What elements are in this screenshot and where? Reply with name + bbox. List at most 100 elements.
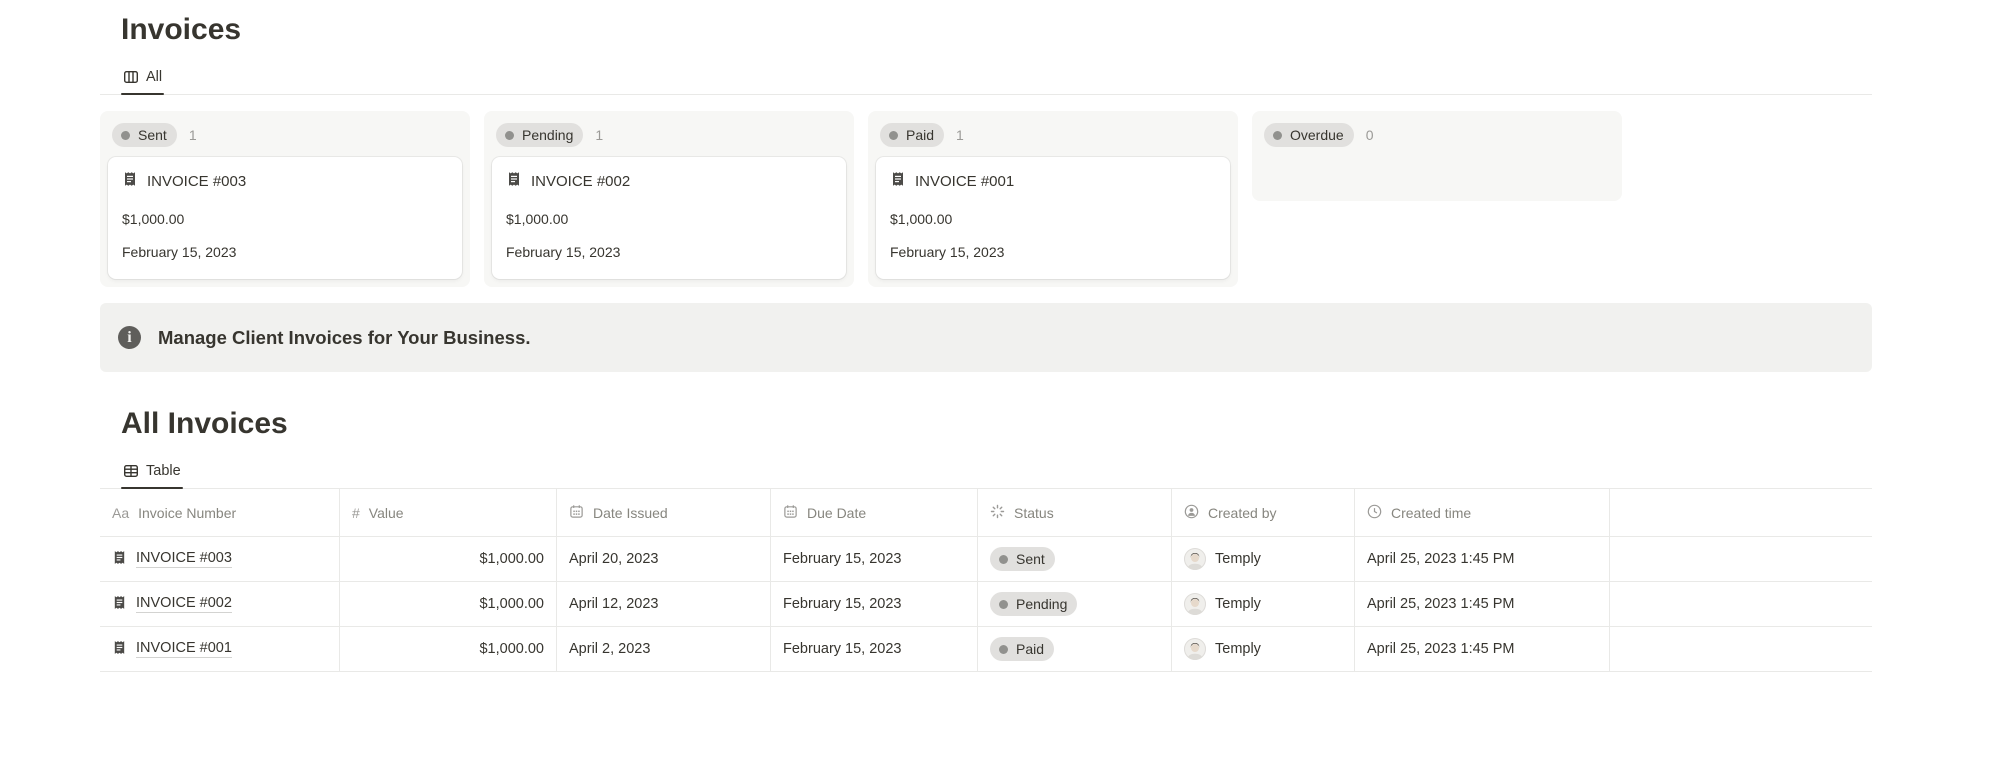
cell-invoice-number[interactable]: INVOICE #002: [100, 582, 340, 627]
avatar: [1184, 638, 1206, 660]
section-title-all-invoices[interactable]: All Invoices: [121, 407, 288, 440]
cell-status[interactable]: Sent: [978, 537, 1172, 582]
cell-empty: [1610, 582, 1872, 627]
column-header-label: Invoice Number: [138, 504, 237, 521]
page-title[interactable]: Invoices: [121, 13, 242, 46]
status-pill-overdue[interactable]: Overdue: [1264, 123, 1354, 147]
status-dot: [999, 554, 1008, 564]
avatar: [1184, 548, 1206, 570]
status-icon: [990, 504, 1005, 522]
status-pill-label: Paid: [906, 127, 935, 143]
status-pill-label: Paid: [1016, 641, 1045, 657]
created-by-name: Temply: [1215, 596, 1261, 612]
status-dot: [505, 130, 514, 140]
card-title: INVOICE #002: [531, 172, 631, 190]
column-header-value[interactable]: # Value: [340, 489, 557, 537]
info-icon[interactable]: i: [118, 326, 141, 349]
status-pill-paid: Paid: [990, 637, 1055, 661]
person-icon: [1184, 504, 1199, 522]
cell-created-time[interactable]: April 25, 2023 1:45 PM: [1355, 582, 1610, 627]
cell-empty: [1610, 627, 1872, 672]
receipt-icon: [506, 171, 522, 191]
page: Invoices All Sent 1: [0, 12, 1999, 672]
number-icon: #: [352, 504, 360, 521]
cell-value[interactable]: $1,000.00: [340, 582, 557, 627]
column-header-label: Value: [368, 504, 404, 521]
status-dot: [121, 130, 130, 140]
receipt-icon: [890, 171, 906, 191]
table-header-row: Aa Invoice Number # Value Date Issued: [100, 489, 1872, 537]
card-title: INVOICE #001: [915, 172, 1015, 190]
cell-created-by[interactable]: Temply: [1172, 627, 1355, 672]
tab-label: Table: [146, 463, 181, 479]
cell-created-time[interactable]: April 25, 2023 1:45 PM: [1355, 537, 1610, 582]
invoice-page-link[interactable]: INVOICE #002: [136, 595, 232, 613]
cell-date-issued[interactable]: April 2, 2023: [557, 627, 771, 672]
column-count: 0: [1365, 127, 1374, 143]
cell-created-time[interactable]: April 25, 2023 1:45 PM: [1355, 627, 1610, 672]
receipt-icon: [112, 640, 127, 659]
column-header-date-issued[interactable]: Date Issued: [557, 489, 771, 537]
text-icon: Aa: [112, 504, 130, 521]
column-header-due-date[interactable]: Due Date: [771, 489, 978, 537]
column-header-label: Date Issued: [593, 504, 668, 521]
status-pill-paid[interactable]: Paid: [880, 123, 945, 147]
column-header-empty: [1610, 489, 1872, 537]
column-header-label: Created time: [1391, 504, 1472, 521]
card-due-date: February 15, 2023: [890, 244, 1005, 260]
table-row: INVOICE #001 $1,000.00 April 2, 2023 Feb…: [100, 627, 1872, 672]
cell-date-issued[interactable]: April 12, 2023: [557, 582, 771, 627]
status-pill-label: Sent: [138, 127, 167, 143]
card-due-date: February 15, 2023: [506, 244, 621, 260]
created-by-name: Temply: [1215, 641, 1261, 657]
cell-created-by[interactable]: Temply: [1172, 582, 1355, 627]
avatar: [1184, 593, 1206, 615]
cell-created-by[interactable]: Temply: [1172, 537, 1355, 582]
invoice-card[interactable]: INVOICE #002 $1,000.00 February 15, 2023: [492, 157, 846, 279]
column-header-status[interactable]: Status: [978, 489, 1172, 537]
column-header-label: Due Date: [807, 504, 867, 521]
table-row: INVOICE #003 $1,000.00 April 20, 2023 Fe…: [100, 537, 1872, 582]
cell-date-issued[interactable]: April 20, 2023: [557, 537, 771, 582]
calendar-icon: [569, 504, 584, 522]
tab-all-board-view[interactable]: All: [121, 66, 165, 95]
status-pill-pending[interactable]: Pending: [496, 123, 584, 147]
column-header-invoice-number[interactable]: Aa Invoice Number: [100, 489, 340, 537]
cell-empty: [1610, 537, 1872, 582]
column-header-created-time[interactable]: Created time: [1355, 489, 1610, 537]
cell-status[interactable]: Paid: [978, 627, 1172, 672]
callout-text[interactable]: Manage Client Invoices for Your Business…: [158, 326, 531, 348]
invoice-card[interactable]: INVOICE #001 $1,000.00 February 15, 2023: [876, 157, 1230, 279]
board-column-header: Overdue 0: [1260, 119, 1614, 157]
cell-invoice-number[interactable]: INVOICE #001: [100, 627, 340, 672]
table-view-tabbar: Table: [100, 460, 1872, 489]
column-count: 1: [595, 127, 604, 143]
card-due-date: February 15, 2023: [122, 244, 237, 260]
table-icon: [123, 463, 139, 479]
invoice-page-link[interactable]: INVOICE #001: [136, 640, 232, 658]
board-view-tabbar: All: [100, 66, 1872, 95]
status-pill-sent[interactable]: Sent: [112, 123, 177, 147]
status-dot: [999, 644, 1008, 654]
cell-status[interactable]: Pending: [978, 582, 1172, 627]
column-header-created-by[interactable]: Created by: [1172, 489, 1355, 537]
invoice-card[interactable]: INVOICE #003 $1,000.00 February 15, 2023: [108, 157, 462, 279]
card-title: INVOICE #003: [147, 172, 247, 190]
tab-table-view[interactable]: Table: [121, 460, 183, 489]
receipt-icon: [112, 550, 127, 569]
cell-due-date[interactable]: February 15, 2023: [771, 582, 978, 627]
column-header-label: Status: [1014, 504, 1054, 521]
board-column-header: Paid 1: [876, 119, 1230, 157]
cell-due-date[interactable]: February 15, 2023: [771, 537, 978, 582]
cell-value[interactable]: $1,000.00: [340, 537, 557, 582]
board-column-header: Pending 1: [492, 119, 846, 157]
board-icon: [123, 69, 139, 85]
column-count: 1: [956, 127, 964, 143]
status-dot: [999, 599, 1008, 609]
cell-due-date[interactable]: February 15, 2023: [771, 627, 978, 672]
callout-block: i Manage Client Invoices for Your Busine…: [100, 303, 1872, 372]
invoice-page-link[interactable]: INVOICE #003: [136, 550, 232, 568]
cell-value[interactable]: $1,000.00: [340, 627, 557, 672]
calendar-icon: [783, 504, 798, 522]
cell-invoice-number[interactable]: INVOICE #003: [100, 537, 340, 582]
